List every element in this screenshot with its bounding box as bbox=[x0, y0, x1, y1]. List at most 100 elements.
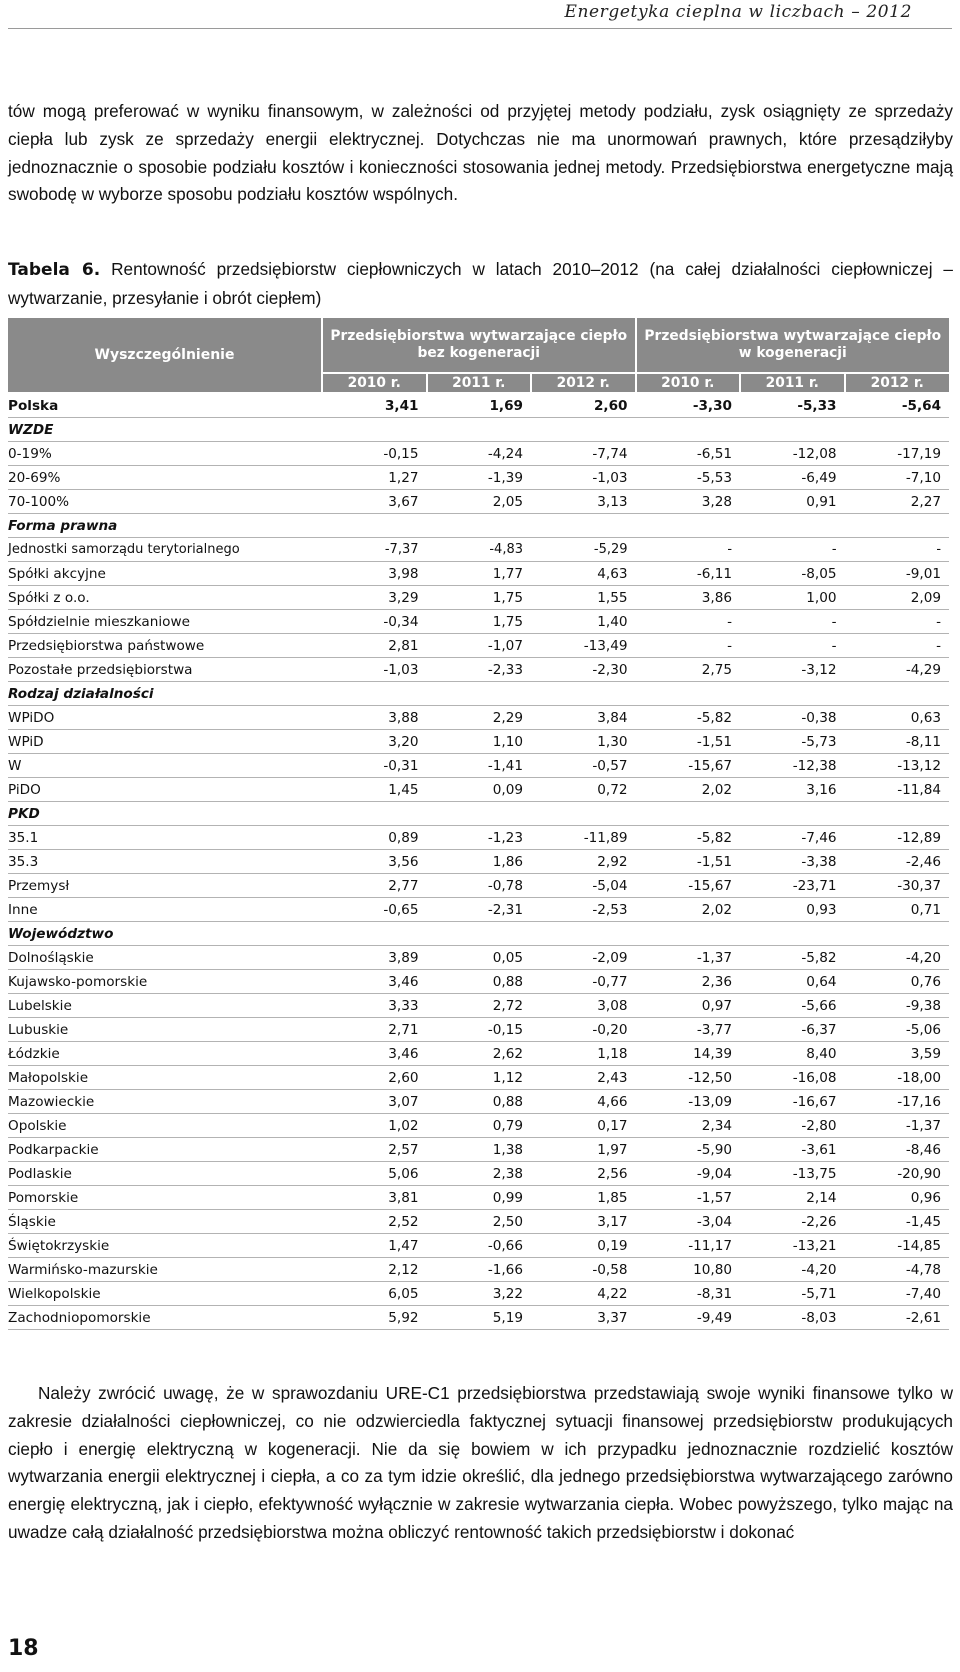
value-cell: -0,57 bbox=[531, 753, 636, 778]
value-cell: -15,67 bbox=[635, 753, 741, 778]
value-cell: 3,41 bbox=[322, 393, 427, 418]
value-cell: 5,19 bbox=[426, 1305, 531, 1330]
value-cell: 0,93 bbox=[740, 897, 845, 922]
value-cell: 2,29 bbox=[426, 705, 531, 730]
table-row: Pozostałe przedsiębiorstwa -1,03 -2,33 -2,3… bbox=[8, 657, 950, 682]
value-cell: -5,82 bbox=[635, 705, 741, 730]
value-cell: 3,46 bbox=[322, 1041, 427, 1066]
row-label: Spółdzielnie mieszkaniowe bbox=[8, 609, 322, 634]
value-cell: -0,31 bbox=[322, 753, 427, 778]
value-cell: -5,29 bbox=[531, 537, 636, 562]
table-row: Zachodniopomorskie 5,92 5,19 3,37 -9,49 -8,03… bbox=[8, 1305, 950, 1330]
value-cell: 1,45 bbox=[322, 777, 427, 802]
value-cell: 0,76 bbox=[844, 969, 950, 994]
value-cell: -3,30 bbox=[635, 393, 741, 418]
row-label: 35.3 bbox=[8, 849, 322, 874]
table-row: Inne -0,65 -2,31 -2,53 2,02 0,93 0,71 bbox=[8, 897, 950, 922]
value-cell: -2,61 bbox=[844, 1305, 950, 1330]
row-label: Spółki akcyjne bbox=[8, 561, 322, 586]
row-label: Lubelskie bbox=[8, 993, 322, 1018]
value-cell: -17,19 bbox=[844, 441, 950, 466]
value-cell: 2,72 bbox=[426, 993, 531, 1018]
value-cell: 0,88 bbox=[426, 969, 531, 994]
value-cell: -2,09 bbox=[531, 945, 636, 970]
value-cell: 3,22 bbox=[426, 1281, 531, 1306]
section-label: Województwo bbox=[8, 921, 322, 946]
table-row: Spółki akcyjne 3,98 1,77 4,63 -6,11 -8,05 -9,0… bbox=[8, 561, 950, 586]
value-cell: 0,96 bbox=[844, 1185, 950, 1210]
value-cell bbox=[531, 513, 636, 538]
value-cell: 3,89 bbox=[322, 945, 427, 970]
row-label: 20-69% bbox=[8, 465, 322, 490]
row-label: 35.1 bbox=[8, 825, 322, 850]
value-cell: -13,75 bbox=[740, 1161, 845, 1186]
intro-paragraph: tów mogą preferować w wyniku finansowym,… bbox=[8, 101, 953, 205]
section-label: WZDE bbox=[8, 417, 322, 442]
value-cell: 1,40 bbox=[531, 609, 636, 634]
year-header: 2011 r. bbox=[740, 373, 846, 394]
value-cell: -20,90 bbox=[844, 1161, 950, 1186]
value-cell: 2,75 bbox=[635, 657, 741, 682]
value-cell: -2,31 bbox=[426, 897, 531, 922]
value-cell: -9,04 bbox=[635, 1161, 741, 1186]
value-cell: -8,31 bbox=[635, 1281, 741, 1306]
value-cell: 1,47 bbox=[322, 1233, 427, 1258]
value-cell: -17,16 bbox=[844, 1089, 950, 1114]
value-cell: 2,62 bbox=[426, 1041, 531, 1066]
table-section-row: WZDE bbox=[8, 417, 950, 442]
value-cell: -5,82 bbox=[635, 825, 741, 850]
value-cell: - bbox=[740, 609, 845, 634]
value-cell: -2,26 bbox=[740, 1209, 845, 1234]
value-cell: -0,65 bbox=[322, 897, 427, 922]
value-cell: 0,79 bbox=[426, 1113, 531, 1138]
value-cell: -4,83 bbox=[426, 537, 531, 562]
value-cell: 14,39 bbox=[635, 1041, 741, 1066]
value-cell: -0,15 bbox=[426, 1017, 531, 1042]
value-cell bbox=[635, 417, 741, 442]
value-cell bbox=[740, 681, 845, 706]
value-cell: -1,37 bbox=[844, 1113, 950, 1138]
group-header-cogeneration: Przedsiębiorstwa wytwarzające ciepło w k… bbox=[635, 318, 950, 374]
table-row: Wielkopolskie 6,05 3,22 4,22 -8,31 -5,71 -7,40 bbox=[8, 1281, 950, 1306]
value-cell: -2,53 bbox=[531, 897, 636, 922]
row-label: Śląskie bbox=[8, 1209, 322, 1234]
table-row: 35.1 0,89 -1,23 -11,89 -5,82 -7,46 -12,89 bbox=[8, 825, 950, 850]
table-row: Opolskie 1,02 0,79 0,17 2,34 -2,80 -1,37 bbox=[8, 1113, 950, 1138]
value-cell: -5,71 bbox=[740, 1281, 845, 1306]
value-cell: 2,14 bbox=[740, 1185, 845, 1210]
value-cell: - bbox=[844, 609, 950, 634]
header-rule bbox=[8, 28, 952, 29]
value-cell: -3,77 bbox=[635, 1017, 741, 1042]
value-cell: 3,33 bbox=[322, 993, 427, 1018]
value-cell: -4,29 bbox=[844, 657, 950, 682]
table-row: WPiDO 3,88 2,29 3,84 -5,82 -0,38 0,63 bbox=[8, 705, 950, 730]
table-row: Świętokrzyskie 1,47 -0,66 0,19 -11,17 -13,21-… bbox=[8, 1233, 950, 1258]
value-cell: 3,98 bbox=[322, 561, 427, 586]
table-row: Pomorskie 3,81 0,99 1,85 -1,57 2,14 0,96 bbox=[8, 1185, 950, 1210]
value-cell bbox=[426, 801, 531, 826]
value-cell: 3,59 bbox=[844, 1041, 950, 1066]
value-cell: -3,61 bbox=[740, 1137, 845, 1162]
value-cell: - bbox=[635, 633, 741, 658]
row-label: Przemysł bbox=[8, 873, 322, 898]
value-cell: -5,64 bbox=[844, 393, 950, 418]
value-cell: -5,04 bbox=[531, 873, 636, 898]
value-cell: 2,57 bbox=[322, 1137, 427, 1162]
value-cell bbox=[322, 513, 427, 538]
row-label: Pomorskie bbox=[8, 1185, 322, 1210]
value-cell bbox=[531, 681, 636, 706]
value-cell bbox=[844, 513, 950, 538]
table-caption-text: Rentowność przedsiębiorstw ciepłowniczyc… bbox=[8, 259, 953, 308]
value-cell bbox=[740, 921, 845, 946]
closing-paragraph: Należy zwrócić uwagę, że w sprawozdaniu … bbox=[8, 1383, 953, 1542]
value-cell: -2,33 bbox=[426, 657, 531, 682]
value-cell: -12,89 bbox=[844, 825, 950, 850]
value-cell: -12,38 bbox=[740, 753, 845, 778]
value-cell: 2,92 bbox=[531, 849, 636, 874]
value-cell: -30,37 bbox=[844, 873, 950, 898]
value-cell: 2,02 bbox=[635, 897, 741, 922]
section-label: Forma prawna bbox=[8, 513, 322, 538]
value-cell: 2,60 bbox=[322, 1065, 427, 1090]
value-cell: -6,11 bbox=[635, 561, 741, 586]
value-cell: -11,89 bbox=[531, 825, 636, 850]
